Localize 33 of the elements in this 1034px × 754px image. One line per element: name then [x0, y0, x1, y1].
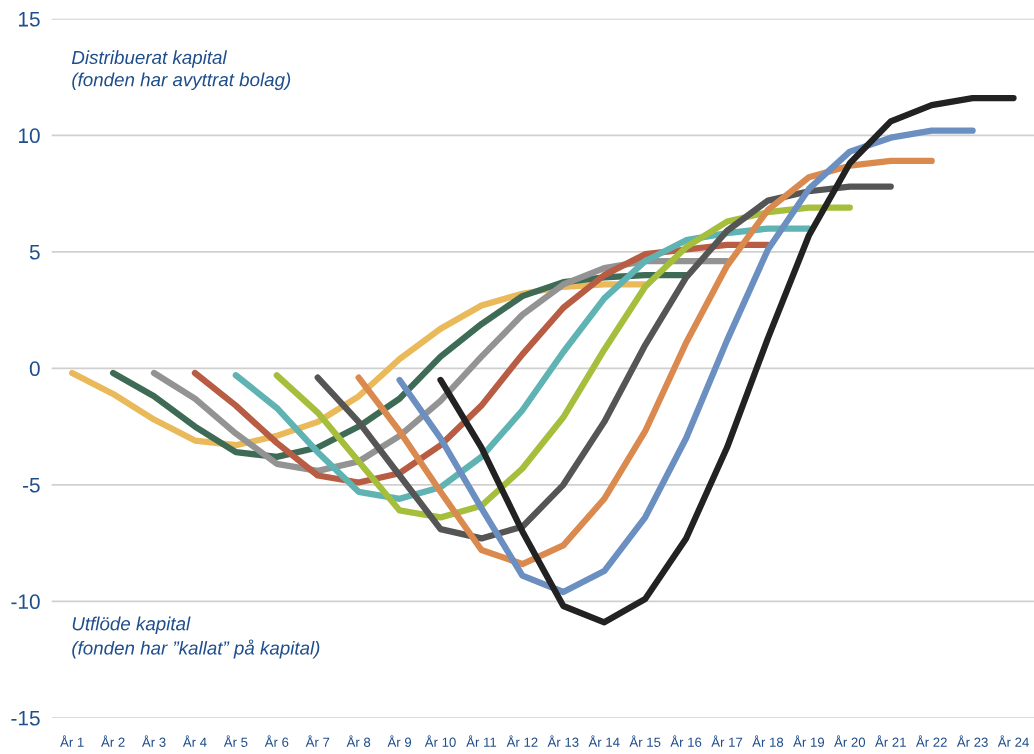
x-tick-label: År 2 — [101, 735, 125, 747]
annotation: Utflöde kapital (fonden har ”kallat” på kapital) — [72, 616, 320, 659]
x-tick-label: År 18 — [752, 735, 784, 747]
y-tick-label: 15 — [19, 12, 40, 27]
y-tick-label: 0 — [29, 361, 40, 377]
x-tick-label: År 24 — [997, 735, 1029, 747]
x-tick-label: År 16 — [670, 735, 702, 747]
x-tick-label: År 20 — [834, 735, 866, 747]
y-tick-label: 5 — [29, 245, 40, 260]
x-tick-label: År 6 — [264, 735, 289, 747]
annotation: Distribuerat kapital (fonden har avyttrat bolag) — [71, 50, 291, 91]
x-tick-label: År 10 — [424, 735, 456, 747]
x-tick-label: År 22 — [915, 735, 947, 747]
x-tick-label: År 19 — [793, 735, 825, 747]
y-tick-label: -5 — [22, 478, 40, 493]
x-tick-label: År 13 — [547, 735, 579, 747]
x-tick-label: År 15 — [629, 735, 661, 747]
x-tick-label: År 8 — [346, 735, 371, 747]
x-tick-label: År 4 — [182, 735, 207, 747]
x-tick-label: År 3 — [141, 735, 166, 747]
x-tick-label: År 5 — [223, 735, 248, 747]
x-tick-label: År 9 — [387, 735, 412, 747]
y-tick-label: 10 — [19, 128, 40, 144]
x-tick-label: År 1 — [60, 735, 84, 747]
x-tick-label: År 21 — [875, 735, 906, 747]
y-tick-label: -10 — [11, 594, 40, 610]
x-tick-label: År 23 — [956, 735, 988, 747]
x-tick-label: År 12 — [506, 735, 538, 747]
y-tick-label: -15 — [11, 711, 40, 726]
x-tick-label: År 7 — [305, 735, 330, 747]
x-tick-label: År 17 — [711, 735, 743, 747]
x-tick-label: År 11 — [466, 735, 497, 747]
x-tick-label: År 14 — [588, 735, 620, 747]
